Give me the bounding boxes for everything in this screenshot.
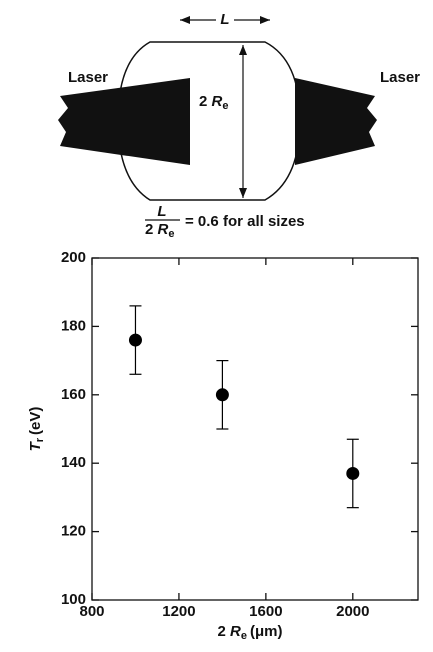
diagram: L 2 Re Laser Laser L 2 Re = 0.6 for all …: [58, 10, 420, 240]
x-tick-label: 2000: [336, 603, 369, 620]
length-label: L: [220, 11, 229, 28]
x-tick-label: 1600: [249, 603, 282, 620]
number: 2: [218, 623, 226, 640]
number: 2: [145, 221, 153, 238]
subscript: e: [222, 100, 228, 112]
subscript: e: [241, 630, 247, 642]
label-bg: [216, 10, 234, 30]
x-tick-label: 800: [79, 603, 104, 620]
point: [215, 388, 229, 402]
symbol: R: [212, 93, 223, 110]
point: [128, 333, 142, 347]
diameter-label: 2 Re: [199, 93, 228, 112]
arrow-head: [239, 188, 247, 198]
y-tick-label: 180: [61, 317, 86, 334]
unit: (eV): [27, 407, 44, 435]
symbol: R: [230, 623, 241, 640]
laser-beam: [295, 78, 377, 165]
y-tick-label: 120: [61, 523, 86, 540]
laser-label: Laser: [68, 69, 108, 86]
formula-text: = 0.6 for all sizes: [185, 213, 305, 230]
y-tick-label: 200: [61, 249, 86, 266]
arrow-head: [239, 45, 247, 55]
unit: (μm): [250, 623, 283, 640]
subscript: e: [168, 228, 174, 240]
y-tick-label: 100: [61, 591, 86, 608]
subscript: r: [34, 437, 46, 442]
number: 2: [199, 93, 207, 110]
y-tick-label: 160: [61, 386, 86, 403]
laser-beam: [58, 78, 190, 165]
arrow-head: [260, 16, 270, 24]
formula-denominator: 2 Re: [145, 221, 174, 240]
point: [346, 466, 360, 480]
laser-label: Laser: [380, 69, 420, 86]
x-tick-label: 1200: [162, 603, 195, 620]
y-axis-label: Tr (eV): [27, 407, 46, 452]
symbol: R: [158, 221, 169, 238]
x-axis-label: 2 Re (μm): [218, 623, 283, 642]
plot-frame: [91, 257, 419, 601]
y-tick-label: 140: [61, 454, 86, 471]
arrow-head: [180, 16, 190, 24]
symbol: T: [27, 440, 44, 451]
formula-numerator: L: [157, 203, 166, 220]
